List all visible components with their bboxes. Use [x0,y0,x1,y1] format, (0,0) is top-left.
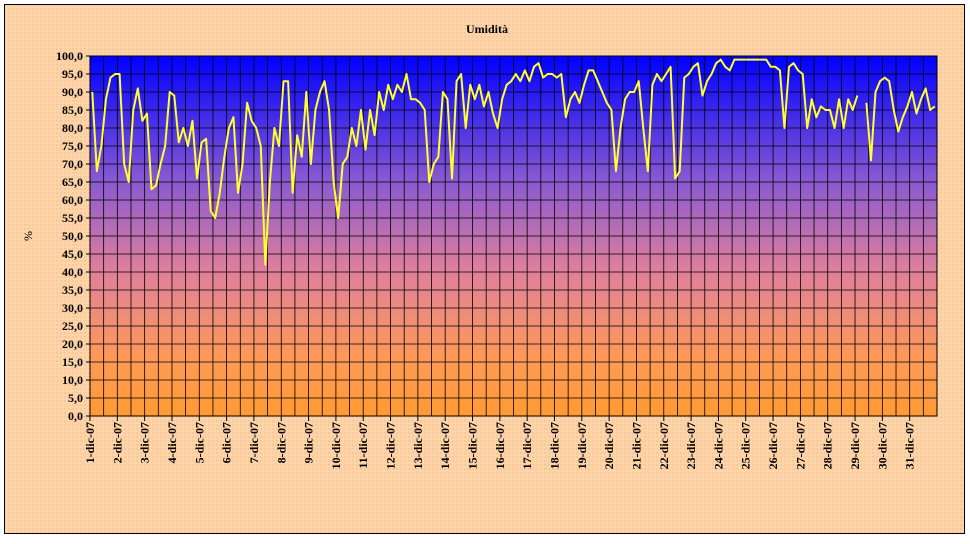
y-tick-label: 60,0 [62,193,83,207]
x-tick-label: 21-dic-07 [629,422,643,469]
y-tick-label: 40,0 [62,265,83,279]
data-line [91,58,936,266]
y-tick-label: 70,0 [62,157,83,171]
x-tick-label: 6-dic-07 [220,422,234,463]
x-tick-label: 7-dic-07 [247,422,261,463]
plot-layer: 1-dic-07 2-dic-07 3-dic-07 4-dic-07 5-dic-07… [56,49,938,469]
y-tick-label: 0,0 [68,409,83,423]
y-tick-label: 55,0 [62,211,83,225]
x-tick-label: 23-dic-07 [684,422,698,469]
x-tick-label: 8-dic-07 [274,422,288,463]
y-tick-label: 90,0 [62,85,83,99]
x-tick-label: 24-dic-07 [711,422,725,469]
y-axis-label: % [21,231,35,241]
x-tick-label: 31-dic-07 [903,422,917,469]
y-tick-label: 45,0 [62,247,83,261]
x-tick-label: 13-dic-07 [411,422,425,469]
x-tick-label: 9-dic-07 [302,422,316,463]
x-tick-label: 29-dic-07 [848,422,862,469]
y-tick-label: 100,0 [56,49,83,63]
x-tick-label: 25-dic-07 [739,422,753,469]
x-tick-label: 19-dic-07 [575,422,589,469]
x-tick-label: 22-dic-07 [657,422,671,469]
x-tick-label: 3-dic-07 [138,422,152,463]
x-tick-label: 14-dic-07 [438,422,452,469]
x-tick-label: 16-dic-07 [493,422,507,469]
y-tick-label: 50,0 [62,229,83,243]
chart-title: Umidità [466,22,508,36]
x-tick-label: 10-dic-07 [329,422,343,469]
x-tick-label: 4-dic-07 [165,422,179,463]
y-tick-label: 20,0 [62,337,83,351]
x-tick-label: 5-dic-07 [192,422,206,463]
x-tick-label: 17-dic-07 [520,422,534,469]
y-tick-label: 35,0 [62,283,83,297]
x-tick-label: 1-dic-07 [83,422,97,463]
y-tick-label: 25,0 [62,319,83,333]
x-tick-label: 30-dic-07 [875,422,889,469]
x-tick-label: 18-dic-07 [547,422,561,469]
x-tick-label: 2-dic-07 [110,422,124,463]
y-tick-label: 75,0 [62,139,83,153]
x-tick-label: 20-dic-07 [602,422,616,469]
x-tick-label: 26-dic-07 [766,422,780,469]
y-tick-label: 95,0 [62,67,83,81]
y-tick-label: 65,0 [62,175,83,189]
x-tick-label: 27-dic-07 [793,422,807,469]
y-tick-label: 85,0 [62,103,83,117]
x-tick-label: 15-dic-07 [466,422,480,469]
plot-border [89,55,938,417]
y-tick-label: 5,0 [68,391,83,405]
x-tick-label: 28-dic-07 [821,422,835,469]
y-tick-label: 10,0 [62,373,83,387]
x-tick-label: 11-dic-07 [356,422,370,469]
x-tick-label: 12-dic-07 [384,422,398,469]
y-tick-label: 30,0 [62,301,83,315]
y-tick-label: 80,0 [62,121,83,135]
y-tick-label: 15,0 [62,355,83,369]
